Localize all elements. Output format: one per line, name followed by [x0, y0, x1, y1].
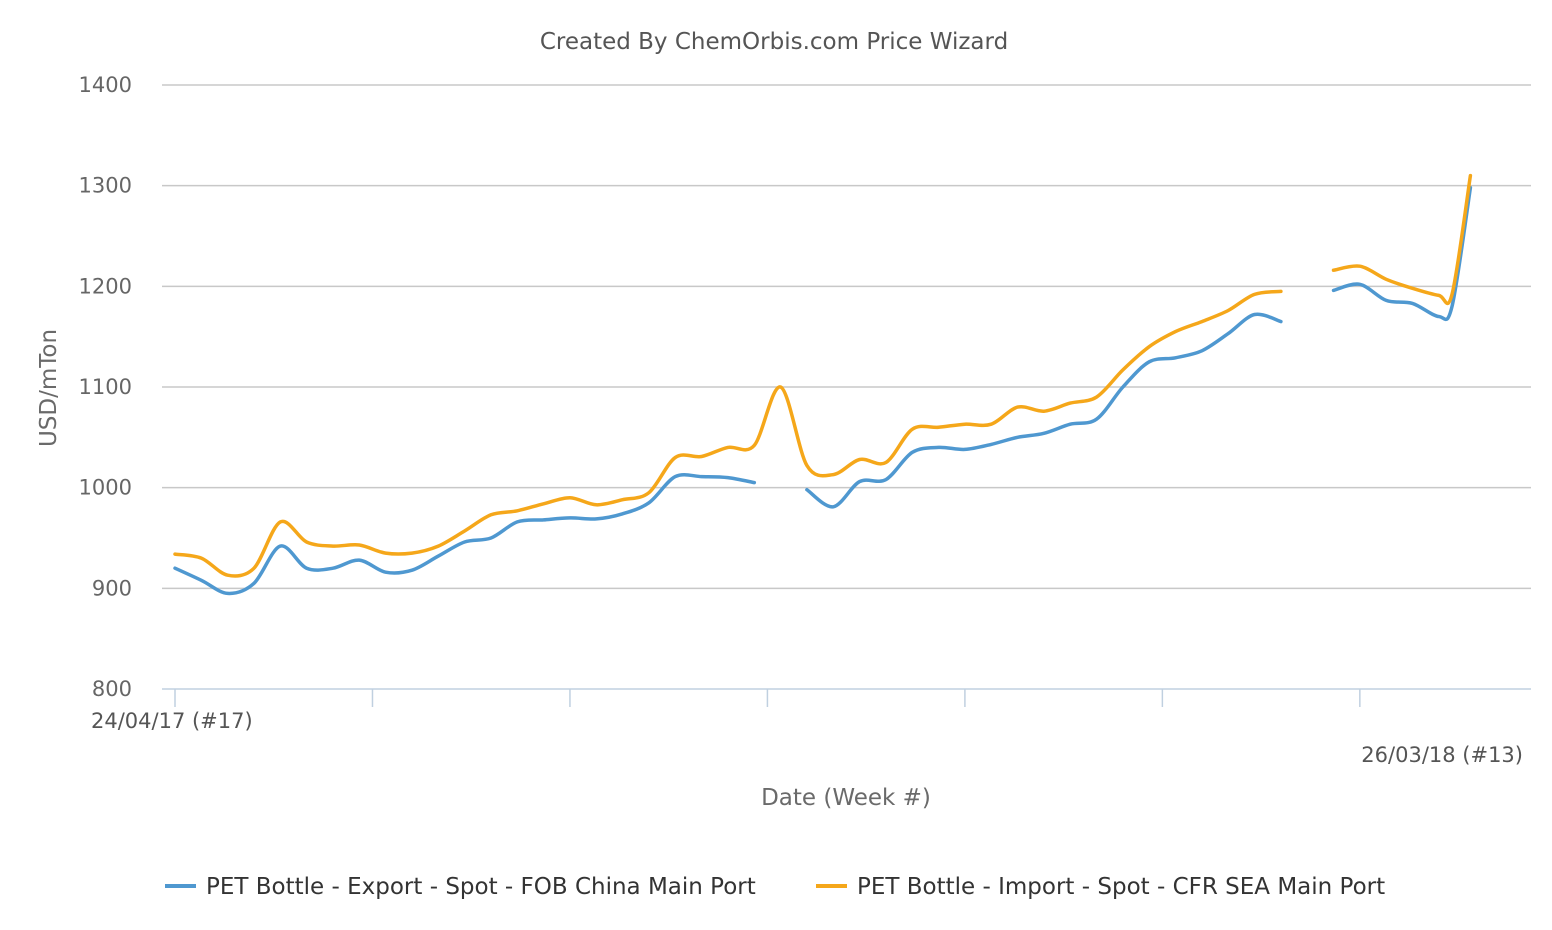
series-1-line-segment-1[interactable] [1331, 173, 1473, 306]
y-tick-label-1100: 1100 [79, 375, 132, 399]
y-axis-title: USD/mTon [36, 329, 62, 447]
y-tick-label-800: 800 [92, 677, 132, 701]
series-lines [173, 173, 1473, 596]
series-0-line-segment-1[interactable] [805, 312, 1283, 509]
grid-lines [162, 84, 1531, 590]
y-tick-label-1300: 1300 [79, 174, 132, 198]
chart-title: Created By ChemOrbis.com Price Wizard [540, 29, 1008, 55]
legend-item-export[interactable]: PET Bottle - Export - Spot - FOB China M… [165, 874, 756, 900]
x-axis-title: Date (Week #) [761, 785, 931, 811]
series-0-line-segment-0[interactable] [173, 472, 757, 596]
y-tick-label-1000: 1000 [79, 476, 132, 500]
legend-label-export: PET Bottle - Export - Spot - FOB China M… [206, 874, 756, 900]
x-start-date-label: 24/04/17 (#17) [91, 709, 253, 733]
y-tick-label-900: 900 [92, 576, 132, 600]
legend-label-import: PET Bottle - Import - Spot - CFR SEA Mai… [857, 874, 1385, 900]
legend: PET Bottle - Export - Spot - FOB China M… [165, 874, 1385, 900]
y-tick-label-1200: 1200 [79, 274, 132, 298]
y-tick-labels: 800 900 1000 1100 1200 1300 1400 [79, 73, 132, 701]
series-1-line-segment-0[interactable] [173, 289, 1283, 578]
y-tick-label-1400: 1400 [79, 73, 132, 97]
legend-item-import[interactable]: PET Bottle - Import - Spot - CFR SEA Mai… [816, 874, 1385, 900]
x-end-date-label: 26/03/18 (#13) [1361, 743, 1523, 767]
series-0-line-segment-2[interactable] [1331, 185, 1473, 322]
x-tick-marks [174, 689, 1361, 707]
